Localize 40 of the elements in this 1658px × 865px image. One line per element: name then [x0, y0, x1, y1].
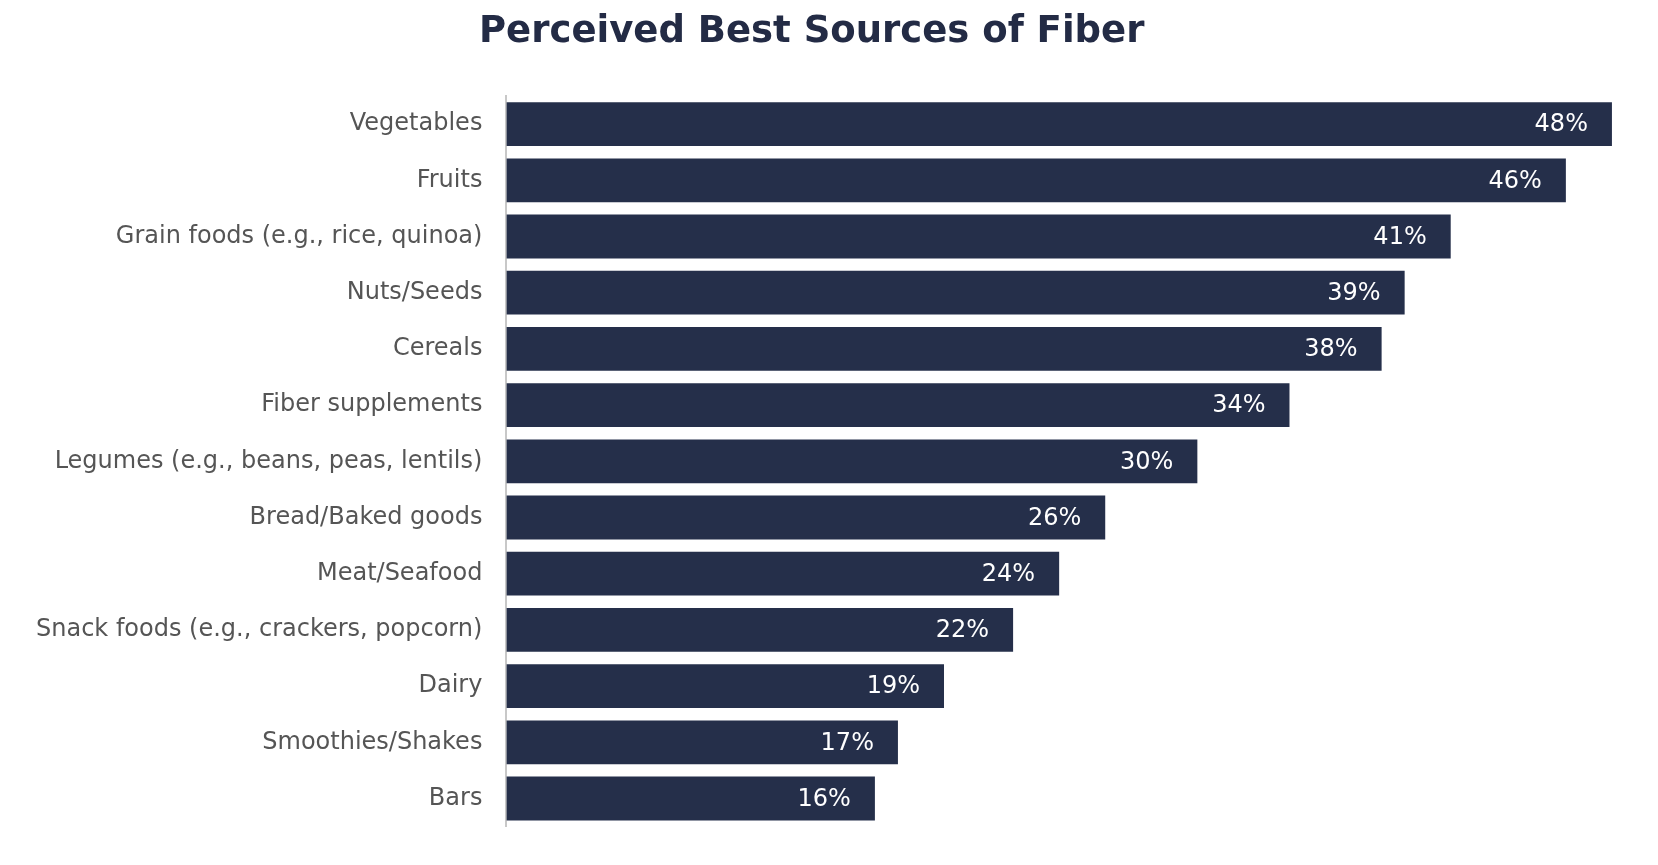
data-label: 46%: [1488, 165, 1542, 194]
y-tick-label: Meat/Seafood: [316, 557, 483, 586]
y-tick-label: Dairy: [418, 670, 483, 699]
data-label: 30%: [1120, 446, 1174, 475]
data-label: 16%: [797, 783, 851, 812]
bar: [506, 102, 1612, 147]
y-tick-label: Fruits: [416, 164, 483, 193]
bar: [506, 776, 875, 821]
bar: [506, 158, 1566, 203]
bar: [506, 607, 1014, 652]
y-tick-label: Cereals: [392, 333, 483, 362]
data-label: 38%: [1304, 334, 1358, 363]
data-label: 22%: [935, 615, 990, 644]
data-label: 17%: [820, 727, 874, 756]
bar: [506, 214, 1451, 259]
bar: [506, 720, 898, 765]
y-tick-label: Bread/Baked goods: [249, 501, 483, 530]
data-label: 39%: [1327, 277, 1381, 306]
data-label: 19%: [866, 671, 920, 700]
bar: [506, 664, 944, 709]
data-label: 48%: [1534, 109, 1588, 138]
bar: [506, 270, 1405, 315]
data-label: 34%: [1212, 390, 1266, 419]
data-label: 26%: [1027, 502, 1082, 531]
y-tick-label: Fiber supplements: [261, 389, 483, 418]
bar: [506, 495, 1106, 540]
y-tick-label: Vegetables: [349, 108, 483, 137]
data-label: 41%: [1373, 221, 1427, 250]
y-tick-label: Smoothies/Shakes: [262, 726, 483, 755]
bar: [506, 383, 1290, 428]
y-tick-label: Bars: [428, 782, 483, 811]
y-tick-label: Legumes (e.g., beans, peas, lentils): [54, 445, 483, 474]
data-label: 24%: [981, 558, 1036, 587]
y-tick-label: Grain foods (e.g., rice, quinoa): [115, 220, 483, 249]
bar: [506, 326, 1382, 371]
chart-title: Perceived Best Sources of Fiber: [479, 8, 1145, 51]
bar: [506, 439, 1198, 484]
y-tick-label: Snack foods (e.g., crackers, popcorn): [36, 614, 483, 643]
bar: [506, 551, 1060, 596]
y-tick-label: Nuts/Seeds: [346, 276, 483, 305]
